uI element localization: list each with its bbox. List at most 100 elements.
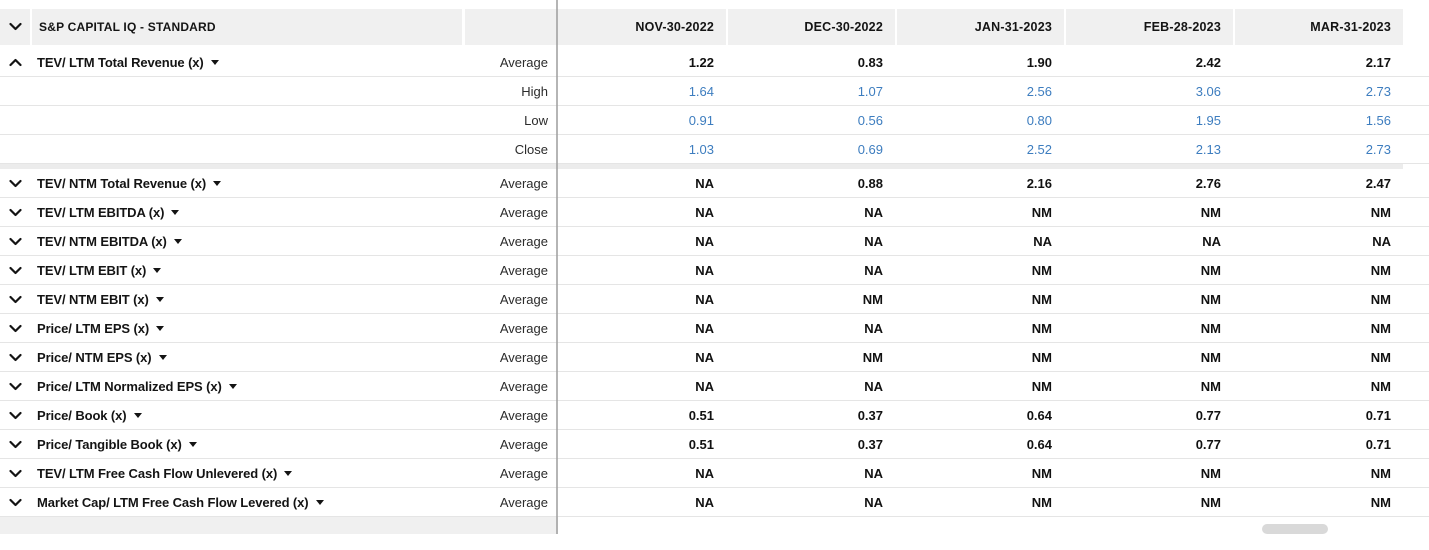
value-cell: 0.88	[857, 175, 883, 191]
value-link[interactable]: 1.64	[688, 83, 714, 99]
stat-label: Average	[499, 320, 548, 336]
metric-label[interactable]: TEV/ NTM EBIT (x)	[30, 285, 462, 313]
value-cell: NM	[1370, 204, 1391, 220]
value-link[interactable]: 0.56	[857, 112, 883, 128]
metric-label[interactable]: Market Cap/ LTM Free Cash Flow Levered (…	[30, 488, 462, 516]
value-cell: NM	[1370, 349, 1391, 365]
metric-label-text: TEV/ LTM Total Revenue (x)	[37, 54, 204, 70]
value-link[interactable]: 3.06	[1195, 83, 1221, 99]
chevron-up-icon[interactable]	[0, 48, 30, 76]
triangle-down-icon	[188, 442, 197, 447]
value-cell: 0.77	[1195, 407, 1221, 423]
value-link[interactable]: 2.73	[1365, 141, 1391, 157]
value-cell: NA	[1372, 233, 1391, 249]
value-cell: 1.90	[1026, 54, 1052, 70]
value-cell: NM	[862, 349, 883, 365]
metric-label[interactable]: TEV/ LTM EBITDA (x)	[30, 198, 462, 226]
metric-label[interactable]: Price/ LTM Normalized EPS (x)	[30, 372, 462, 400]
metric-label[interactable]: TEV/ NTM Total Revenue (x)	[30, 169, 462, 197]
value-cell: NM	[1031, 378, 1052, 394]
metric-label-text: Market Cap/ LTM Free Cash Flow Levered (…	[37, 494, 309, 510]
value-cell: NA	[695, 349, 714, 365]
label-spacer	[30, 77, 462, 105]
column-separator	[556, 0, 558, 534]
value-cell: NA	[695, 320, 714, 336]
chevron-down-icon[interactable]	[0, 169, 30, 197]
stat-column-header	[462, 9, 557, 45]
chevron-down-icon	[8, 18, 22, 36]
chevron-down-icon[interactable]	[0, 488, 30, 516]
chevron-spacer	[0, 77, 30, 105]
chevron-down-icon[interactable]	[0, 198, 30, 226]
value-cell: NA	[695, 494, 714, 510]
value-cell: NM	[1200, 204, 1221, 220]
stat-label: Average	[499, 407, 548, 423]
stat-label: Average	[499, 175, 548, 191]
value-link[interactable]: 0.69	[857, 141, 883, 157]
metric-label[interactable]: TEV/ LTM Total Revenue (x)	[30, 48, 462, 76]
metric-label[interactable]: Price/ LTM EPS (x)	[30, 314, 462, 342]
value-cell: NM	[1370, 291, 1391, 307]
value-cell: NM	[1200, 349, 1221, 365]
value-cell: NM	[1200, 378, 1221, 394]
value-cell: 2.17	[1365, 54, 1391, 70]
value-cell: NA	[695, 262, 714, 278]
metric-label-text: Price/ Tangible Book (x)	[37, 436, 182, 452]
chevron-down-icon[interactable]	[0, 372, 30, 400]
metric-label[interactable]: Price/ Book (x)	[30, 401, 462, 429]
value-link[interactable]: 2.52	[1026, 141, 1052, 157]
triangle-down-icon	[228, 384, 237, 389]
triangle-down-icon	[210, 60, 219, 65]
metric-label-text: TEV/ NTM Total Revenue (x)	[37, 175, 207, 191]
collapse-all-chevron[interactable]	[0, 9, 30, 45]
value-link[interactable]: 0.91	[688, 112, 714, 128]
value-link[interactable]: 2.56	[1026, 83, 1052, 99]
metric-label[interactable]: Price/ NTM EPS (x)	[30, 343, 462, 371]
value-cell: 0.51	[688, 407, 714, 423]
metric-row: TEV/ LTM Free Cash Flow Unlevered (x) Ave…	[0, 459, 1429, 488]
value-link[interactable]: 0.80	[1026, 112, 1052, 128]
chevron-down-icon[interactable]	[0, 459, 30, 487]
chevron-down-icon[interactable]	[0, 285, 30, 313]
horizontal-scrollbar-thumb[interactable]	[1262, 524, 1328, 534]
metric-row: TEV/ LTM EBITDA (x) Average NA NA NM NM NM	[0, 198, 1429, 227]
value-cell: 1.22	[688, 54, 714, 70]
value-link[interactable]: 2.73	[1365, 83, 1391, 99]
stat-label: Average	[499, 233, 548, 249]
value-cell: 2.47	[1365, 175, 1391, 191]
chevron-spacer	[0, 106, 30, 134]
value-link[interactable]: 1.03	[688, 141, 714, 157]
metric-label[interactable]: TEV/ LTM EBIT (x)	[30, 256, 462, 284]
metric-row: Price/ Tangible Book (x) Average 0.51 0.37 0…	[0, 430, 1429, 459]
value-cell: NA	[864, 465, 883, 481]
value-cell: 2.42	[1195, 54, 1221, 70]
value-cell: NM	[1200, 291, 1221, 307]
triangle-down-icon	[213, 181, 222, 186]
chevron-down-icon[interactable]	[0, 314, 30, 342]
triangle-down-icon	[155, 297, 164, 302]
value-cell: NM	[1031, 291, 1052, 307]
value-cell: NM	[862, 291, 883, 307]
data-source-title: S&P CAPITAL IQ - STANDARD	[30, 9, 462, 45]
value-link[interactable]: 1.95	[1195, 112, 1221, 128]
value-link[interactable]: 1.07	[857, 83, 883, 99]
value-link[interactable]: 2.13	[1195, 141, 1221, 157]
chevron-down-icon[interactable]	[0, 256, 30, 284]
chevron-down-icon[interactable]	[0, 343, 30, 371]
metric-label-text: TEV/ NTM EBITDA (x)	[37, 233, 167, 249]
metric-label[interactable]: Price/ Tangible Book (x)	[30, 430, 462, 458]
metric-label-text: TEV/ NTM EBIT (x)	[37, 291, 149, 307]
metric-label[interactable]: TEV/ LTM Free Cash Flow Unlevered (x)	[30, 459, 462, 487]
chevron-down-icon[interactable]	[0, 401, 30, 429]
stat-label: Average	[499, 465, 548, 481]
value-cell: NM	[1200, 320, 1221, 336]
value-cell: 0.71	[1365, 407, 1391, 423]
chevron-down-icon[interactable]	[0, 227, 30, 255]
value-link[interactable]: 1.56	[1365, 112, 1391, 128]
stat-label: Average	[499, 378, 548, 394]
metric-label[interactable]: TEV/ NTM EBITDA (x)	[30, 227, 462, 255]
metric-row: Price/ LTM Normalized EPS (x) Average NA NA…	[0, 372, 1429, 401]
chevron-down-icon[interactable]	[0, 430, 30, 458]
value-cell: NM	[1370, 262, 1391, 278]
